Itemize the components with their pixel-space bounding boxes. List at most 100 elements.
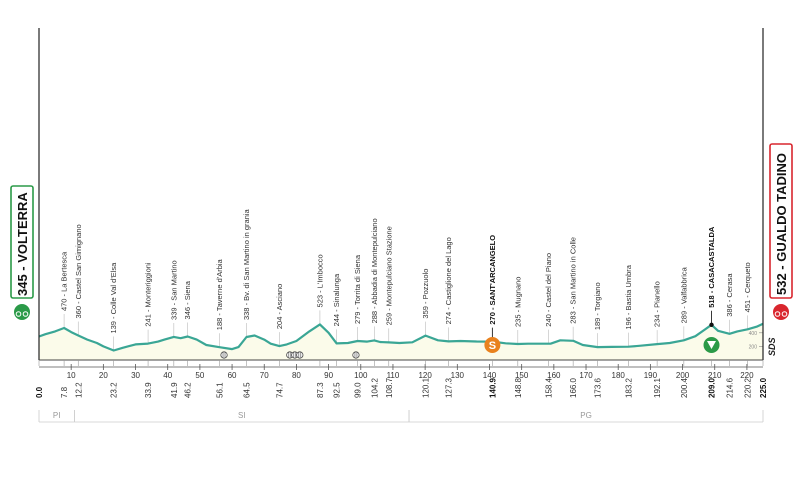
waypoint-label: 244 - Sinalunga	[332, 273, 341, 326]
km-marker-label: 214.6	[726, 377, 735, 398]
km-marker-label: 33.9	[144, 382, 153, 398]
ruler-tick-label: 160	[547, 371, 561, 380]
km-marker-label: 209.0	[708, 377, 717, 398]
waypoint-label: 189 - Torgiano	[593, 282, 602, 330]
km-marker-label: 148.8	[514, 377, 523, 398]
gravel-sector-icon	[296, 351, 304, 359]
sprint-badge-label: S	[489, 340, 496, 352]
ruler-tick-label: 190	[644, 371, 658, 380]
sds-logo: SDS	[767, 337, 777, 356]
km-marker-label: 166.0	[569, 377, 578, 398]
start-icon	[14, 304, 30, 320]
ruler-tick-label: 80	[292, 371, 301, 380]
km-marker-label: 225.0	[759, 377, 768, 398]
start-label-box	[10, 185, 34, 299]
finish-icon	[774, 311, 781, 317]
ruler-tick-label: 120	[418, 371, 432, 380]
start-icon	[22, 311, 29, 317]
ruler-tick-label: 20	[99, 371, 108, 380]
km-labels: 0.0 7.8 12.2 23.2 33.9 41.9 46.2 56.1 64.5 74.7 87…	[35, 360, 768, 398]
km-marker-label: 220.2	[744, 377, 753, 398]
km-marker-label: 41.9	[170, 382, 179, 398]
waypoint-label: 196 - Bastia Umbra	[624, 264, 633, 329]
ruler-tick-label: 210	[708, 371, 722, 380]
elevation-tick-label: 200	[749, 344, 758, 350]
finish-block: 532 - GUALDO TADINO	[769, 143, 793, 320]
km-marker-label: 56.1	[216, 382, 225, 398]
finish-icon	[773, 304, 789, 320]
ruler-tick-label: 10	[67, 371, 76, 380]
ruler-tick-label: 150	[515, 371, 529, 380]
waypoint-label: 259 - Montepulciano Stazione	[384, 226, 393, 325]
ruler-tick-label: 70	[260, 371, 269, 380]
province-label: PG	[580, 411, 592, 420]
start-label: 345 - VOLTERRA	[15, 192, 30, 296]
gravel-sector-markers	[220, 351, 360, 359]
waypoint-label: 235 - Mugnano	[513, 277, 522, 327]
km-marker-label: 0.0	[35, 386, 44, 398]
waypoint-label: 240 - Castel del Piano	[544, 253, 553, 327]
province-label: PI	[53, 411, 61, 420]
km-marker-label: 23.2	[110, 382, 119, 398]
finish-label: 532 - GUALDO TADINO	[774, 153, 789, 295]
km-marker-label: 99.0	[354, 382, 363, 398]
waypoint-label: 523 - L'Imbocco	[315, 254, 324, 307]
waypoint-label: 470 - La Bertesca	[60, 251, 69, 311]
x-axis: 10 20 30 40 50 60 70 80 90 100 110 120 130 140 150 160 1…	[38, 28, 764, 380]
km-marker-label: 87.3	[316, 382, 325, 398]
waypoint-labels: 470 - La Bertesca 360 - Castel San Gimign…	[60, 208, 752, 333]
ruler-tick-label: 90	[324, 371, 333, 380]
km-marker-label: 140.9	[488, 377, 497, 398]
waypoint-label: 139 - Colle Val d'Elsa	[109, 262, 118, 334]
ruler-tick-label: 50	[195, 371, 204, 380]
waypoint-label: 234 - Pianello	[653, 281, 662, 327]
waypoint-label: 338 - Bv. di San Martino in grania	[242, 208, 251, 320]
km-marker-label: 46.2	[184, 382, 193, 398]
sprint-badge	[484, 337, 501, 353]
ruler-tick-label: 170	[579, 371, 593, 380]
waypoint-label: 346 - Siena	[183, 280, 192, 319]
km-marker-label: 74.7	[275, 382, 284, 398]
ruler-tick-label: 200	[676, 371, 690, 380]
logo: SDS	[767, 337, 777, 356]
waypoint-label: 241 - Monteriggioni	[144, 262, 153, 327]
province-label: SI	[238, 411, 246, 420]
ruler-tick-label: 40	[163, 371, 172, 380]
waypoint-label: 360 - Castel San Gimignano	[74, 224, 83, 318]
ruler-tick-label: 60	[228, 371, 237, 380]
start-icon	[15, 311, 22, 317]
km-marker-label: 108.7	[385, 377, 394, 398]
kom-point	[709, 322, 714, 327]
waypoint-label: 270 - SANT'ARCANGELO	[488, 235, 497, 325]
gravel-sector-icon	[220, 351, 228, 359]
waypoint-label: 339 - San Martino	[169, 260, 178, 320]
gravel-sector-icon	[352, 351, 360, 359]
ruler-tick-label: 220	[740, 371, 754, 380]
special-markers: S	[484, 322, 720, 353]
km-marker-label: 7.8	[60, 386, 69, 398]
km-marker-label: 92.5	[333, 382, 342, 398]
km-marker-label: 104.2	[370, 377, 379, 398]
finish-label-box	[769, 143, 793, 299]
finish-icon	[781, 311, 788, 317]
waypoint-label: 289 - Valfabbrica	[679, 266, 688, 323]
waypoint-label: 359 - Pozzuolo	[421, 269, 430, 319]
ruler-tick-label: 110	[387, 371, 400, 380]
waypoint-label: 288 - Abbadia di Montepulciano	[370, 218, 379, 323]
km-marker-label: 183.2	[624, 377, 633, 398]
province-bar: PI SI PG	[38, 410, 764, 423]
ruler-tick-label: 130	[451, 371, 465, 380]
km-marker-label: 12.2	[74, 382, 83, 398]
km-marker-label: 192.1	[653, 377, 662, 398]
profile-fill-area	[39, 323, 763, 360]
km-marker-label: 120.1	[421, 377, 430, 398]
ruler-tick-label: 140	[483, 371, 497, 380]
km-marker-label: 173.6	[594, 377, 603, 398]
waypoint-label: 188 - Taverne d'Arbia	[215, 258, 224, 330]
profile-line	[38, 322, 764, 352]
elevation-scale: 200 400	[749, 331, 763, 350]
km-marker-label: 200.4	[680, 377, 689, 398]
waypoint-label: 279 - Torrita di Siena	[353, 254, 362, 324]
